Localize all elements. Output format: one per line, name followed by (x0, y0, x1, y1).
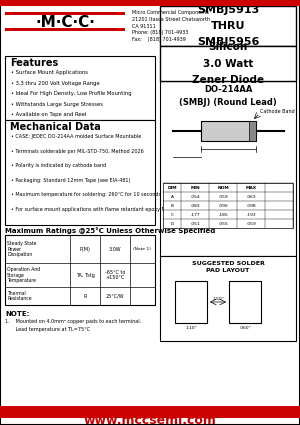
Text: Maximum Ratings @25°C Unless Otherwise Specified: Maximum Ratings @25°C Unless Otherwise S… (5, 227, 215, 234)
Text: Silicon
3.0 Watt
Zener Diode: Silicon 3.0 Watt Zener Diode (192, 42, 264, 85)
Text: SMBJ5913
THRU
SMBJ5956: SMBJ5913 THRU SMBJ5956 (197, 6, 259, 47)
Text: .051: .051 (190, 221, 200, 226)
Text: .063: .063 (246, 195, 256, 198)
Text: NOM: NOM (217, 185, 229, 190)
Text: (Note 1): (Note 1) (133, 247, 151, 251)
Text: Mechanical Data: Mechanical Data (10, 122, 101, 132)
Text: • Surface Mount Applications: • Surface Mount Applications (11, 70, 88, 75)
Text: .054: .054 (190, 195, 200, 198)
Text: • Available on Tape and Reel: • Available on Tape and Reel (11, 112, 86, 117)
Text: MIN: MIN (190, 185, 200, 190)
Text: ·M·C·C·: ·M·C·C· (35, 15, 95, 30)
Bar (248, 121, 256, 141)
Text: .110": .110" (185, 326, 197, 330)
Bar (160, 81, 296, 256)
Text: NOTE:: NOTE: (5, 311, 29, 317)
Text: .150": .150" (212, 297, 224, 301)
Text: Thermal
Resistance: Thermal Resistance (7, 291, 31, 301)
Text: -65°C to
+150°C: -65°C to +150°C (105, 269, 125, 280)
Bar (5, 12, 125, 15)
Text: 3.0W: 3.0W (109, 246, 121, 252)
Text: • Withstands Large Surge Stresses: • Withstands Large Surge Stresses (11, 102, 103, 107)
Text: .059: .059 (246, 221, 256, 226)
Text: • Ideal For High Density, Low Profile Mounting: • Ideal For High Density, Low Profile Mo… (11, 91, 132, 96)
Text: Micro Commercial Components
21201 Itasca Street Chatsworth
CA 91311
Phone: (818): Micro Commercial Components 21201 Itasca… (132, 10, 210, 42)
Text: • Terminals solderable per MIL-STD-750, Method 2026: • Terminals solderable per MIL-STD-750, … (11, 148, 144, 153)
Bar (5, 235, 155, 305)
Bar (229, 281, 261, 323)
Text: .060": .060" (239, 326, 251, 330)
Text: Operation And
Storage
Temperature: Operation And Storage Temperature (7, 267, 40, 283)
Text: Features: Features (10, 58, 58, 68)
Text: A: A (170, 195, 173, 198)
Text: Steady State
Power
Dissipation: Steady State Power Dissipation (7, 241, 36, 257)
Text: R: R (83, 294, 87, 298)
Bar (163, 183, 293, 228)
Text: .177: .177 (190, 212, 200, 216)
Text: SUGGESTED SOLDER
PAD LAYOUT: SUGGESTED SOLDER PAD LAYOUT (192, 261, 264, 272)
Text: • CASE: JEDEC DO-214AA molded Surface Mountable: • CASE: JEDEC DO-214AA molded Surface Mo… (11, 134, 141, 139)
Text: .185: .185 (218, 212, 228, 216)
Text: • Packaging: Standard 12mm Tape (see EIA-481): • Packaging: Standard 12mm Tape (see EIA… (11, 178, 130, 182)
Text: C: C (170, 212, 173, 216)
Text: .055: .055 (218, 221, 228, 226)
Bar (5, 28, 125, 31)
Text: • Polarity is indicated by cathode band: • Polarity is indicated by cathode band (11, 163, 106, 168)
Text: .059: .059 (218, 195, 228, 198)
Text: TA, Tstg: TA, Tstg (76, 272, 94, 278)
Bar (160, 6, 296, 46)
Text: • Maximum temperature for soldering: 260°C for 10 seconds: • Maximum temperature for soldering: 260… (11, 192, 161, 197)
Text: www.mccsemi.com: www.mccsemi.com (84, 414, 216, 425)
Text: .090: .090 (218, 204, 228, 207)
Bar (0, 0, 300, 6)
Text: DIM: DIM (167, 185, 177, 190)
Text: 25°C/W: 25°C/W (106, 294, 124, 298)
Bar (0, 406, 300, 418)
Bar (160, 256, 296, 341)
Bar (175, 281, 207, 323)
Text: • For surface mount applications with flame retardant epoxy Meeting UL94V-0: • For surface mount applications with fl… (11, 207, 203, 212)
Text: B: B (170, 204, 173, 207)
Text: Cathode Band: Cathode Band (260, 109, 295, 114)
Text: D: D (170, 221, 174, 226)
Text: 1.    Mounted on 4.0mm² copper pads to each terminal.: 1. Mounted on 4.0mm² copper pads to each… (5, 319, 141, 324)
Bar (200, 121, 256, 141)
Bar (5, 120, 155, 225)
Text: Lead temperature at TL=75°C: Lead temperature at TL=75°C (5, 327, 90, 332)
Text: DO-214AA
(SMBJ) (Round Lead): DO-214AA (SMBJ) (Round Lead) (179, 85, 277, 107)
Text: .193: .193 (246, 212, 256, 216)
Bar (160, 46, 296, 81)
Text: P(M): P(M) (80, 246, 90, 252)
Text: MAX: MAX (245, 185, 256, 190)
Text: • 3.3 thru 200 Volt Voltage Range: • 3.3 thru 200 Volt Voltage Range (11, 80, 100, 85)
Text: .098: .098 (246, 204, 256, 207)
Bar (5, 56, 155, 120)
Text: .083: .083 (190, 204, 200, 207)
